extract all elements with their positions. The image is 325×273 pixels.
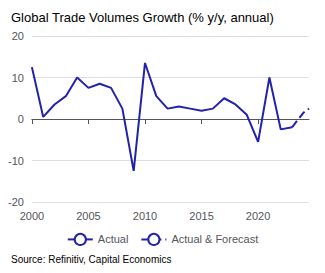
svg-text:2010: 2010 — [133, 210, 157, 222]
svg-text:10: 10 — [12, 72, 24, 84]
svg-text:20: 20 — [12, 30, 24, 42]
svg-text:-10: -10 — [8, 155, 24, 167]
svg-text:Actual & Forecast: Actual & Forecast — [171, 233, 258, 245]
svg-text:2015: 2015 — [189, 210, 213, 222]
svg-text:Global Trade Volumes Growth (%: Global Trade Volumes Growth (% y/y, annu… — [11, 10, 274, 25]
svg-text:0: 0 — [18, 113, 24, 125]
svg-text:-20: -20 — [8, 196, 24, 208]
svg-text:Actual: Actual — [98, 233, 129, 245]
svg-text:2005: 2005 — [76, 210, 100, 222]
svg-text:2000: 2000 — [20, 210, 44, 222]
svg-text:2020: 2020 — [246, 210, 270, 222]
svg-text:Source: Refinitiv, Capital Eco: Source: Refinitiv, Capital Economics — [11, 254, 171, 265]
